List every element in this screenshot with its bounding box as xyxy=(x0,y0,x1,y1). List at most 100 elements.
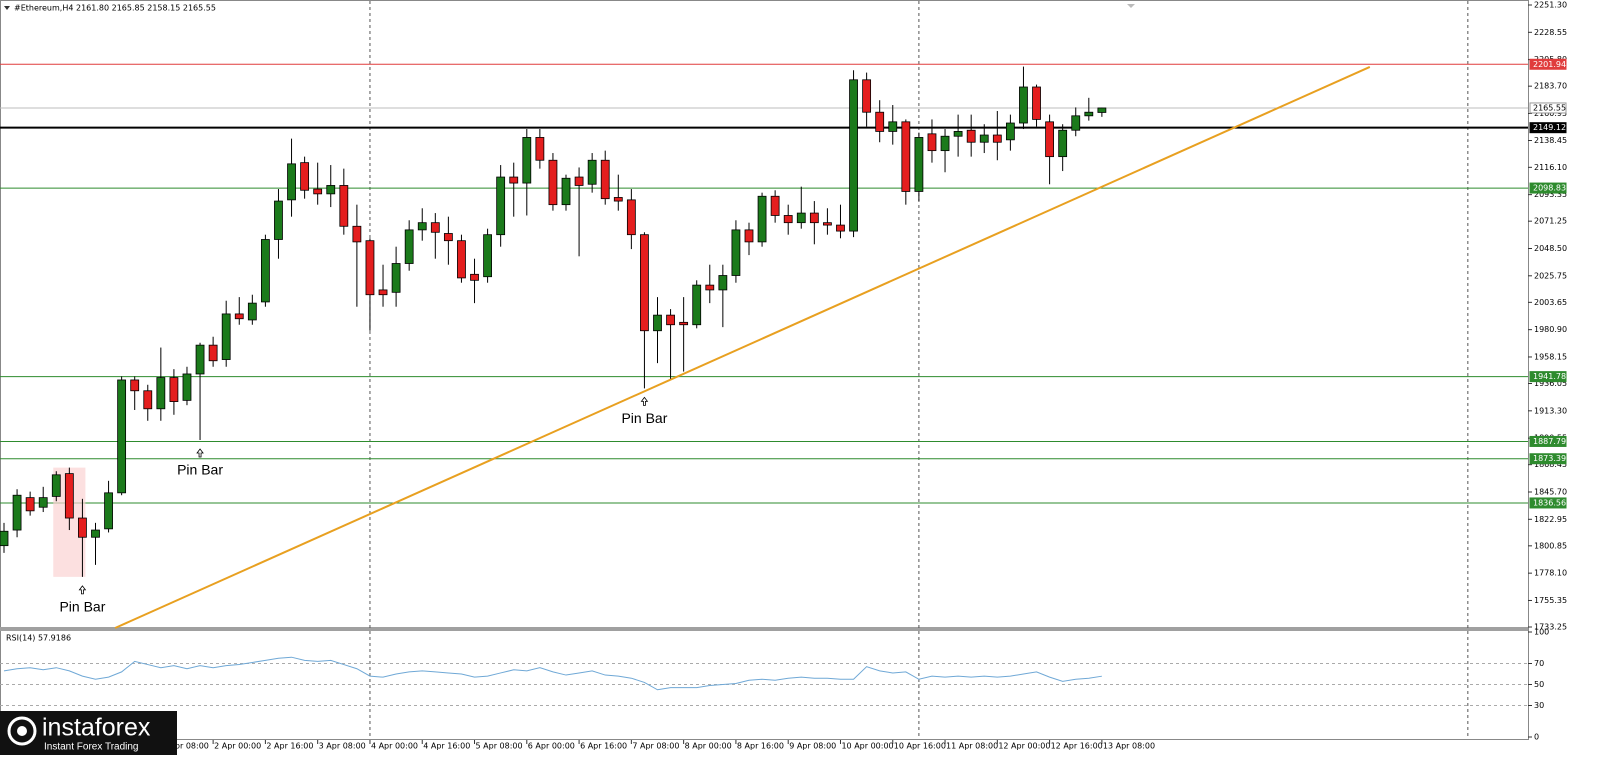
x-tick-label: 5 Apr 08:00 xyxy=(476,742,523,751)
rsi-tick-label: 70 xyxy=(1534,659,1544,668)
candle-body xyxy=(64,473,74,519)
rsi-line xyxy=(3,656,1102,691)
y-tick-label: 1755.35 xyxy=(1534,596,1567,605)
candle-body xyxy=(653,314,662,332)
x-tick-label: 2 Apr 16:00 xyxy=(266,742,313,751)
candle-body xyxy=(287,163,296,201)
candle-body xyxy=(117,379,127,494)
logo-tagline: Instant Forex Trading xyxy=(44,742,139,753)
level-label-box xyxy=(1529,497,1567,509)
candle-body xyxy=(914,137,924,192)
y-tick-label: 2048.50 xyxy=(1534,244,1567,253)
y-tick-label: 1913.30 xyxy=(1534,406,1567,415)
candle-body xyxy=(274,200,283,240)
candle-body xyxy=(391,263,401,293)
logo-box xyxy=(0,711,177,755)
candle-body xyxy=(613,197,623,202)
candle-body xyxy=(1097,107,1107,113)
annotation-arrow xyxy=(196,448,204,458)
candle-body xyxy=(574,176,584,186)
rsi-tick-label: 50 xyxy=(1534,680,1544,689)
candle-body xyxy=(25,497,35,512)
candle-body xyxy=(1005,122,1015,141)
level-label-box xyxy=(1529,371,1567,383)
y-tick-label: 1822.95 xyxy=(1534,515,1567,524)
candle-body xyxy=(339,185,349,227)
candle-body xyxy=(901,121,911,192)
candle-body xyxy=(208,344,218,362)
rsi-tick-label: 30 xyxy=(1534,701,1544,710)
candle-body xyxy=(587,159,597,185)
candle-body xyxy=(156,377,166,410)
rsi-tick-label: 0 xyxy=(1534,733,1539,742)
y-tick-label: 2071.25 xyxy=(1534,217,1567,226)
y-tick-label: 1936.05 xyxy=(1534,379,1567,388)
y-tick-label: 1845.70 xyxy=(1534,487,1567,496)
y-tick-label: 2025.75 xyxy=(1534,271,1567,280)
x-tick-label: 8 Apr 16:00 xyxy=(737,742,784,751)
candle-body xyxy=(300,162,310,191)
y-tick-label: 2228.55 xyxy=(1534,28,1567,37)
candle-body xyxy=(78,517,87,538)
candle-body xyxy=(470,273,479,281)
candle-body xyxy=(1045,121,1054,158)
candle-body xyxy=(1032,86,1041,120)
annotation-arrow xyxy=(78,585,87,595)
candle-body xyxy=(326,185,336,195)
x-tick-label: 13 Apr 08:00 xyxy=(1103,742,1155,751)
candle-body xyxy=(927,133,937,152)
y-tick-label: 1733.25 xyxy=(1534,623,1567,632)
y-tick-label: 2116.10 xyxy=(1534,163,1567,172)
candle-body xyxy=(640,234,649,332)
candle-body xyxy=(836,224,845,232)
annotation: Pin Bar xyxy=(59,599,105,615)
logo-icon-dot xyxy=(17,726,27,736)
candle-body xyxy=(849,79,858,232)
y-tick-label: 2093.35 xyxy=(1534,190,1567,199)
x-tick-label: 1 Apr 08:00 xyxy=(162,742,209,751)
level-label: 1941.78 xyxy=(1533,372,1566,381)
candle-body xyxy=(522,137,532,184)
level-label-box xyxy=(1529,182,1567,194)
shift-marker xyxy=(1127,4,1135,8)
candle-body xyxy=(626,199,636,236)
candle-body xyxy=(430,222,440,233)
x-tick-label: 10 Apr 00:00 xyxy=(841,742,893,751)
x-tick-label: 8 Apr 00:00 xyxy=(685,742,732,751)
candle-body xyxy=(600,159,610,200)
candle-body xyxy=(783,215,793,224)
logo: instaforex Instant Forex Trading xyxy=(0,711,177,755)
candle-body xyxy=(143,390,153,410)
candle-body xyxy=(770,195,780,216)
candle-body xyxy=(666,314,675,326)
x-tick-label: 4 Apr 16:00 xyxy=(423,742,470,751)
y-tick-label: 2183.70 xyxy=(1534,82,1567,91)
level-label: 1887.79 xyxy=(1533,437,1566,446)
annotation: Pin Bar xyxy=(621,410,667,426)
header-icon xyxy=(4,6,10,10)
level-label: 1836.56 xyxy=(1533,498,1566,507)
candle-body xyxy=(1058,129,1068,158)
rsi-label: RSI(14) 57.9186 xyxy=(6,634,71,643)
candle-body xyxy=(91,529,100,538)
y-tick-label: 2003.65 xyxy=(1534,298,1567,307)
candle-body xyxy=(757,195,767,243)
candle-body xyxy=(352,225,362,243)
candle-body xyxy=(809,212,819,224)
x-tick-label: 12 Apr 16:00 xyxy=(1051,742,1103,751)
candle-body xyxy=(51,474,61,497)
x-tick-label: 9 Apr 08:00 xyxy=(789,742,836,751)
y-tick-label: 2251.30 xyxy=(1534,1,1567,10)
candle-body xyxy=(1019,86,1028,124)
candle-body xyxy=(1071,115,1081,131)
candle-body xyxy=(195,344,205,375)
x-tick-label: 3 Apr 08:00 xyxy=(319,742,366,751)
candle-body xyxy=(130,379,140,392)
level-label-box xyxy=(1529,435,1567,447)
x-tick-label: 11 Apr 08:00 xyxy=(946,742,998,751)
candle-body xyxy=(744,229,754,243)
x-tick-label: 6 Apr 16:00 xyxy=(580,742,627,751)
candle-body xyxy=(561,177,571,206)
candle-body xyxy=(966,129,976,143)
candle-body xyxy=(221,313,231,360)
